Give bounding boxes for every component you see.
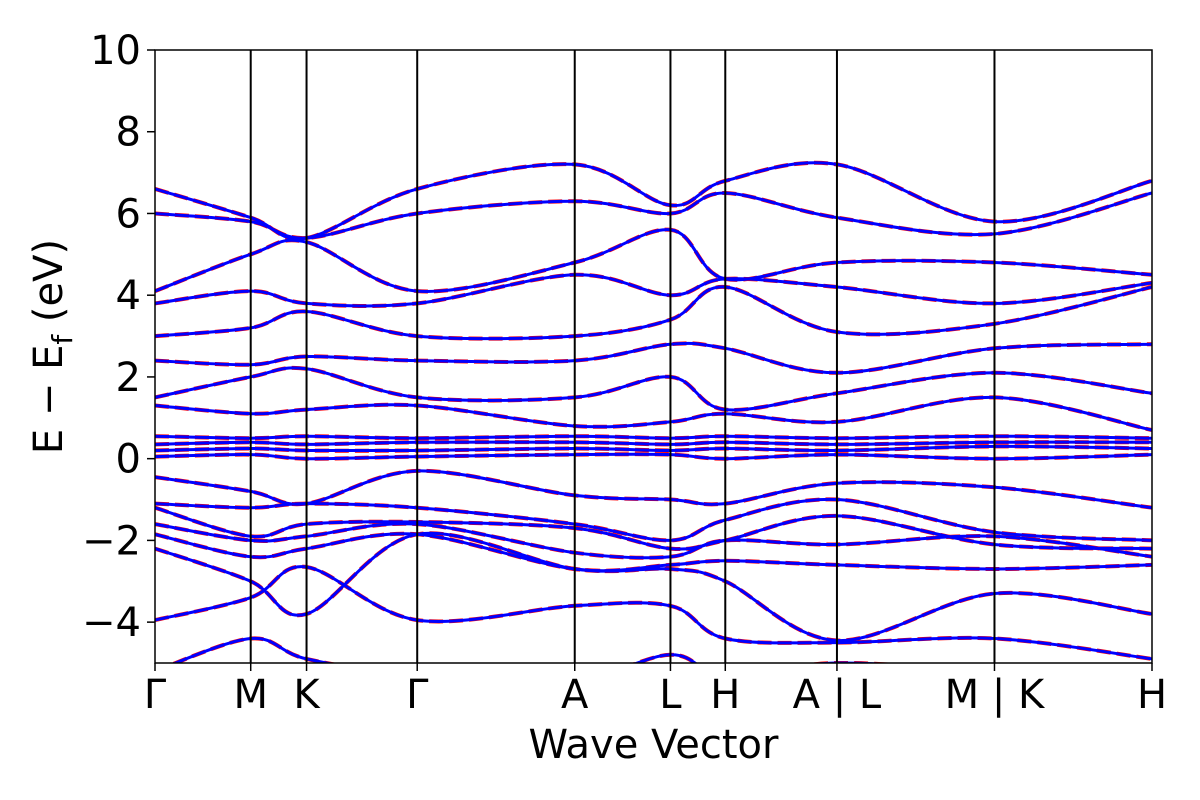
x-tick-label: L bbox=[659, 672, 682, 718]
x-tick-label: M | K bbox=[945, 672, 1046, 718]
y-axis: 10 8 6 4 2 0 −2 −4 bbox=[82, 28, 155, 646]
solid-band-line-13 bbox=[155, 366, 1152, 412]
solid-band-line-16 bbox=[155, 273, 1152, 308]
plot-frame bbox=[154, 49, 1153, 664]
x-tick-label: A | L bbox=[793, 672, 882, 718]
x-axis-label: Wave Vector bbox=[529, 722, 780, 768]
y-axis-label-unit: (eV) bbox=[26, 239, 72, 335]
solid-band-line-11 bbox=[155, 434, 1152, 440]
x-tick-label: Γ bbox=[144, 672, 167, 718]
x-tick-label: H bbox=[1137, 672, 1167, 718]
x-tick-label: K bbox=[293, 672, 321, 718]
x-tick-label: M bbox=[233, 672, 268, 718]
x-tick-label: A bbox=[561, 672, 589, 718]
y-axis-label: E − Ef (eV) bbox=[26, 239, 79, 454]
dashed-band-line-12 bbox=[155, 395, 1152, 433]
solid-band-line-8 bbox=[155, 452, 1152, 461]
y-tick-label: 2 bbox=[116, 355, 141, 401]
y-tick-label: 6 bbox=[116, 191, 141, 237]
x-tick-label: Γ bbox=[406, 672, 429, 718]
solid-band-line-1 bbox=[155, 565, 1152, 661]
y-axis-label-subscript: f bbox=[46, 334, 79, 345]
dashed-band-line-16 bbox=[155, 272, 1152, 308]
y-tick-label: −2 bbox=[82, 518, 141, 564]
solid-band-line-7 bbox=[155, 469, 1152, 510]
solid-band-line-17 bbox=[155, 228, 1152, 293]
y-tick-label: 0 bbox=[116, 437, 141, 483]
x-tick-label: H bbox=[710, 672, 740, 718]
solid-band-line-14 bbox=[155, 341, 1152, 375]
kpoint-lines bbox=[249, 50, 996, 663]
solid-band-line-0 bbox=[171, 636, 889, 663]
dashed-band-line-5 bbox=[155, 505, 1152, 552]
solid-band-line-5 bbox=[155, 506, 1152, 551]
y-tick-label: 8 bbox=[116, 110, 141, 156]
solid-band-line-9 bbox=[155, 444, 1152, 453]
solid-band-line-12 bbox=[155, 395, 1152, 432]
solid-band-line-10 bbox=[155, 440, 1152, 446]
solid-band-line-15 bbox=[155, 285, 1152, 341]
y-tick-label: −4 bbox=[82, 600, 141, 646]
y-tick-label: 10 bbox=[90, 28, 141, 74]
y-tick-label: 4 bbox=[116, 273, 141, 319]
solid-band-line-3 bbox=[155, 532, 1152, 573]
solid-band-line-19 bbox=[155, 161, 1152, 241]
y-axis-label-main: E − E bbox=[26, 345, 72, 455]
band-lines bbox=[155, 160, 1152, 663]
